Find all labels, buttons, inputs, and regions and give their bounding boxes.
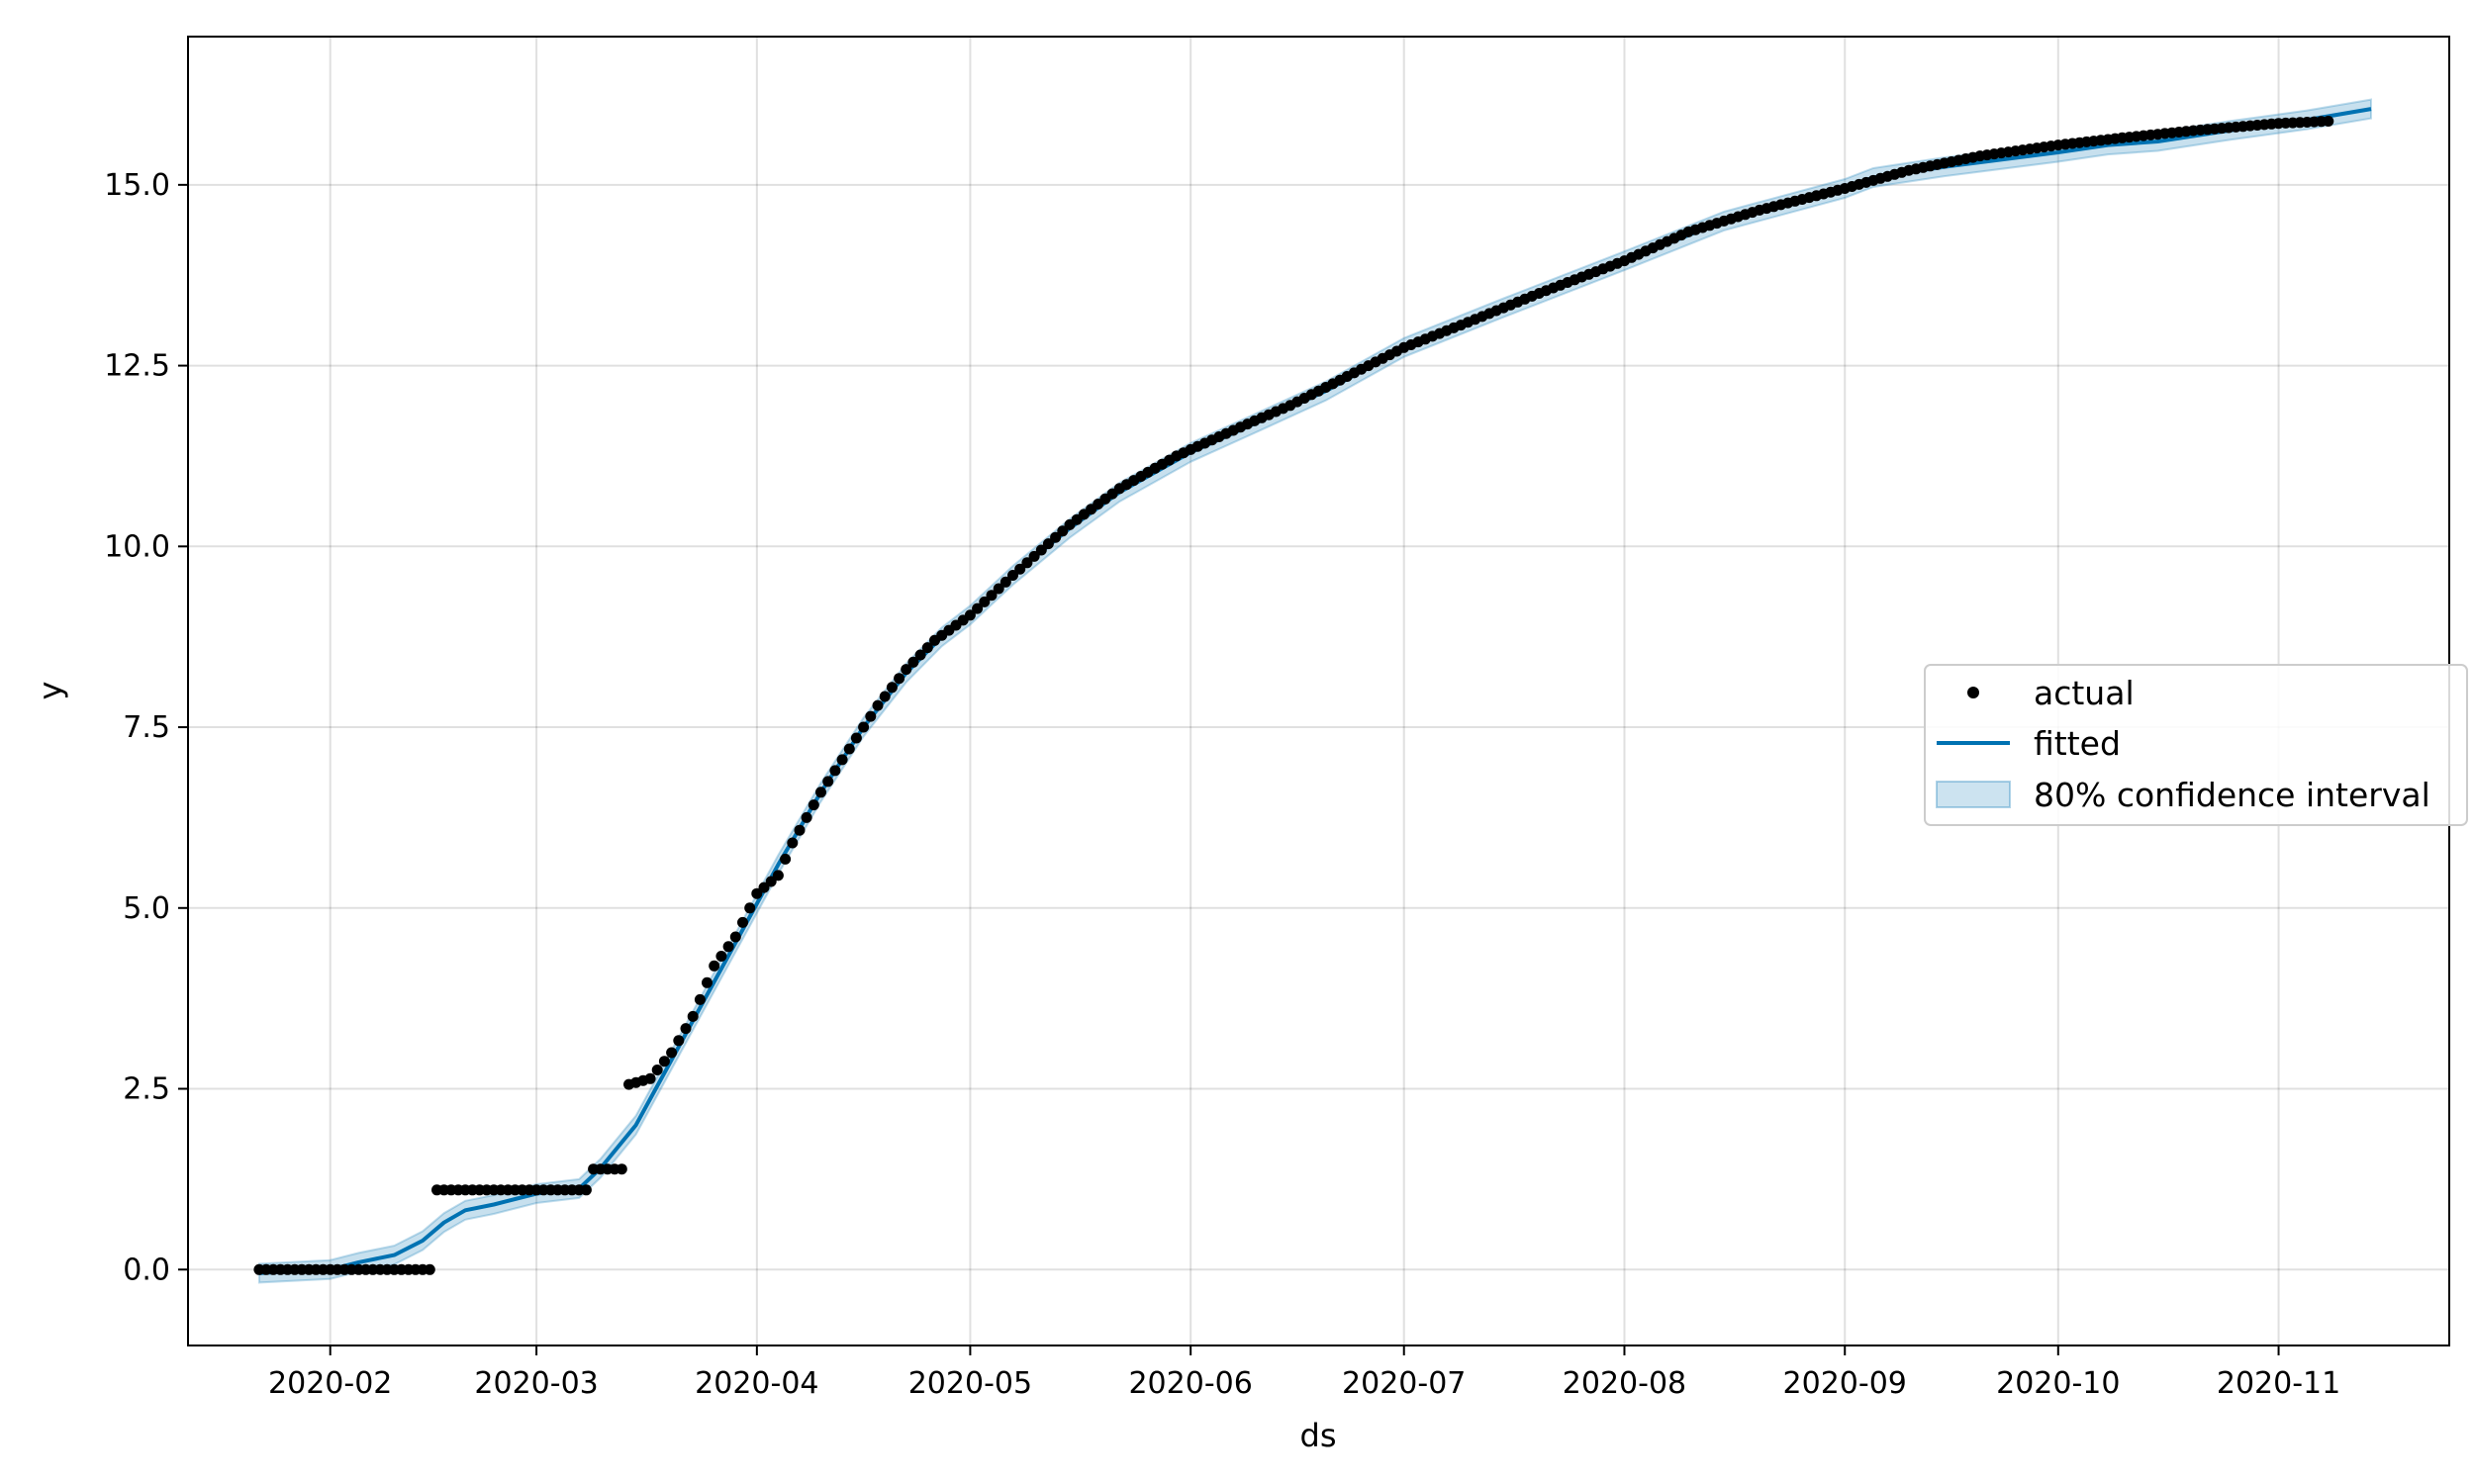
actual-point (886, 682, 898, 694)
actual-point (865, 710, 877, 722)
actual-point (772, 870, 784, 881)
actual-point (1050, 531, 1062, 543)
x-tick-label: 2020-07 (1342, 1366, 1466, 1401)
x-tick-label: 2020-09 (1783, 1366, 1907, 1401)
legend-fitted-label: fitted (2034, 724, 2121, 763)
x-tick-label: 2020-10 (1996, 1366, 2120, 1401)
actual-point (1028, 550, 1040, 562)
y-tick-label: 7.5 (123, 710, 170, 745)
legend-actual-label: actual (2034, 674, 2135, 712)
actual-point (658, 1056, 670, 1067)
legend-box (1924, 664, 2468, 826)
actual-point (986, 590, 998, 602)
actual-point (972, 603, 984, 614)
x-axis: 2020-02 2020-03 2020-04 2020-05 2020-06 2020-… (268, 1345, 2340, 1401)
actual-point (1007, 570, 1018, 581)
actual-point (858, 721, 870, 733)
actual-point (616, 1163, 627, 1175)
x-tick-label: 2020-04 (695, 1366, 818, 1401)
actual-point (694, 993, 706, 1005)
y-tick-label: 10.0 (104, 529, 170, 564)
legend-band-marker (1936, 781, 2011, 808)
actual-point (702, 976, 713, 988)
actual-point (921, 642, 933, 654)
actual-point (680, 1023, 692, 1035)
actual-point (836, 754, 848, 766)
actual-point (879, 691, 891, 702)
actual-point (744, 902, 756, 914)
actual-point (666, 1047, 678, 1059)
actual-point (914, 649, 926, 661)
actual-point (651, 1065, 663, 1075)
x-tick-label: 2020-03 (474, 1366, 598, 1401)
actual-point (2323, 116, 2334, 127)
y-axis-title: y (32, 682, 69, 700)
actual-point (644, 1072, 656, 1084)
x-axis-title: ds (1300, 1417, 1337, 1454)
legend-band-label: 80% confidence interval (2034, 776, 2430, 814)
actual-point (673, 1035, 685, 1047)
x-tick-label: 2020-05 (908, 1366, 1032, 1401)
actual-point (1057, 525, 1069, 537)
actual-point (794, 824, 806, 836)
actual-point (709, 960, 720, 972)
actual-point (1021, 557, 1033, 569)
actual-points (253, 116, 2334, 1275)
actual-point (979, 596, 991, 607)
y-tick-label: 12.5 (104, 349, 170, 384)
actual-point (815, 787, 826, 798)
actual-point (765, 876, 777, 887)
actual-point (901, 664, 912, 676)
actual-point (424, 1263, 435, 1275)
legend-actual-marker (1967, 687, 1979, 698)
actual-point (993, 583, 1004, 595)
actual-point (715, 951, 727, 962)
legend: actual fitted 80% confidence interval (1924, 664, 2468, 826)
actual-point (787, 837, 799, 849)
actual-point (801, 811, 812, 823)
actual-point (687, 1010, 699, 1022)
actual-point (729, 931, 741, 943)
actual-point (1042, 538, 1054, 550)
x-tick-label: 2020-02 (268, 1366, 392, 1401)
actual-point (737, 916, 748, 928)
actual-point (964, 609, 976, 621)
actual-point (872, 699, 884, 711)
actual-point (850, 732, 862, 744)
actual-point (580, 1184, 592, 1196)
actual-point (999, 576, 1011, 588)
y-tick-label: 2.5 (123, 1072, 170, 1107)
actual-point (751, 887, 763, 899)
actual-point (1035, 544, 1047, 556)
actual-point (808, 799, 819, 811)
y-tick-label: 15.0 (104, 168, 170, 203)
actual-point (822, 776, 834, 788)
y-tick-label: 0.0 (123, 1252, 170, 1287)
x-tick-label: 2020-06 (1128, 1366, 1252, 1401)
actual-point (780, 853, 792, 865)
actual-point (758, 881, 770, 893)
actual-point (1014, 563, 1026, 575)
y-axis: 0.0 2.5 5.0 7.5 10.0 12.5 15.0 (104, 168, 188, 1287)
x-tick-label: 2020-11 (2217, 1366, 2340, 1401)
actual-point (907, 656, 919, 668)
actual-point (894, 673, 905, 685)
y-tick-label: 5.0 (123, 891, 170, 926)
actual-point (843, 743, 855, 755)
actual-point (722, 941, 734, 953)
x-tick-label: 2020-08 (1563, 1366, 1686, 1401)
actual-point (829, 765, 841, 777)
